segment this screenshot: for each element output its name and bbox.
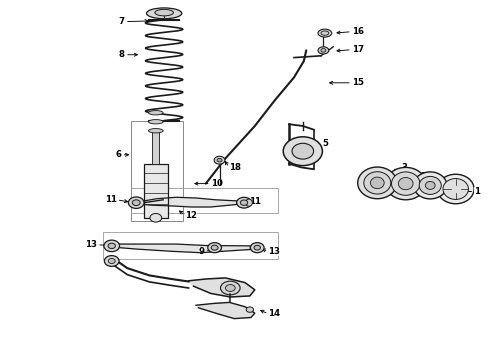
Text: 14: 14 bbox=[269, 309, 281, 318]
Ellipse shape bbox=[419, 176, 441, 194]
Circle shape bbox=[292, 143, 314, 159]
Polygon shape bbox=[120, 244, 250, 253]
Ellipse shape bbox=[148, 129, 163, 133]
Bar bbox=[131, 121, 183, 221]
Bar bbox=[152, 131, 159, 163]
Ellipse shape bbox=[211, 245, 218, 250]
Circle shape bbox=[283, 137, 322, 166]
Ellipse shape bbox=[358, 167, 397, 199]
Text: 15: 15 bbox=[352, 78, 364, 87]
Ellipse shape bbox=[246, 307, 254, 312]
Ellipse shape bbox=[318, 29, 332, 37]
Text: 11: 11 bbox=[105, 195, 117, 204]
Ellipse shape bbox=[443, 179, 468, 199]
Polygon shape bbox=[189, 278, 255, 297]
Ellipse shape bbox=[240, 200, 248, 205]
Text: 16: 16 bbox=[352, 27, 364, 36]
Ellipse shape bbox=[148, 111, 163, 115]
Ellipse shape bbox=[321, 31, 329, 35]
Ellipse shape bbox=[208, 243, 221, 253]
Text: 3: 3 bbox=[402, 163, 408, 172]
Text: 4: 4 bbox=[374, 184, 380, 192]
Ellipse shape bbox=[108, 258, 115, 264]
Text: 2: 2 bbox=[420, 172, 426, 181]
Ellipse shape bbox=[318, 47, 329, 54]
Text: 6: 6 bbox=[116, 150, 122, 159]
Text: 5: 5 bbox=[322, 139, 328, 148]
Text: 11: 11 bbox=[249, 197, 261, 206]
Text: 18: 18 bbox=[229, 163, 241, 172]
Ellipse shape bbox=[398, 177, 413, 190]
Ellipse shape bbox=[132, 200, 140, 206]
Ellipse shape bbox=[217, 158, 222, 162]
Ellipse shape bbox=[237, 197, 251, 208]
Text: 9: 9 bbox=[199, 247, 205, 256]
Ellipse shape bbox=[364, 172, 391, 194]
Bar bbox=[131, 188, 278, 213]
Ellipse shape bbox=[438, 174, 474, 204]
Ellipse shape bbox=[425, 181, 435, 189]
Circle shape bbox=[150, 213, 162, 222]
Ellipse shape bbox=[128, 197, 144, 208]
Ellipse shape bbox=[321, 49, 326, 52]
Text: 7: 7 bbox=[119, 17, 125, 26]
Ellipse shape bbox=[414, 172, 447, 199]
Ellipse shape bbox=[104, 240, 120, 252]
Bar bbox=[103, 232, 278, 259]
Ellipse shape bbox=[104, 256, 119, 266]
Ellipse shape bbox=[148, 120, 163, 124]
Ellipse shape bbox=[220, 281, 240, 295]
Ellipse shape bbox=[254, 246, 261, 250]
Text: 8: 8 bbox=[119, 50, 125, 59]
Ellipse shape bbox=[225, 284, 235, 292]
Ellipse shape bbox=[155, 9, 173, 16]
Text: 13: 13 bbox=[269, 247, 280, 256]
Polygon shape bbox=[144, 197, 237, 207]
Text: 1: 1 bbox=[474, 187, 480, 196]
Text: 10: 10 bbox=[211, 179, 222, 188]
Ellipse shape bbox=[245, 199, 252, 206]
Ellipse shape bbox=[147, 8, 182, 19]
Bar bbox=[144, 163, 168, 218]
Text: 12: 12 bbox=[185, 211, 197, 220]
Ellipse shape bbox=[108, 243, 116, 248]
Ellipse shape bbox=[392, 172, 420, 195]
Ellipse shape bbox=[386, 167, 426, 200]
Text: 13: 13 bbox=[85, 240, 97, 249]
Ellipse shape bbox=[214, 156, 225, 164]
Polygon shape bbox=[196, 302, 255, 319]
Text: 17: 17 bbox=[352, 45, 364, 54]
Ellipse shape bbox=[250, 243, 264, 253]
Ellipse shape bbox=[370, 177, 384, 189]
